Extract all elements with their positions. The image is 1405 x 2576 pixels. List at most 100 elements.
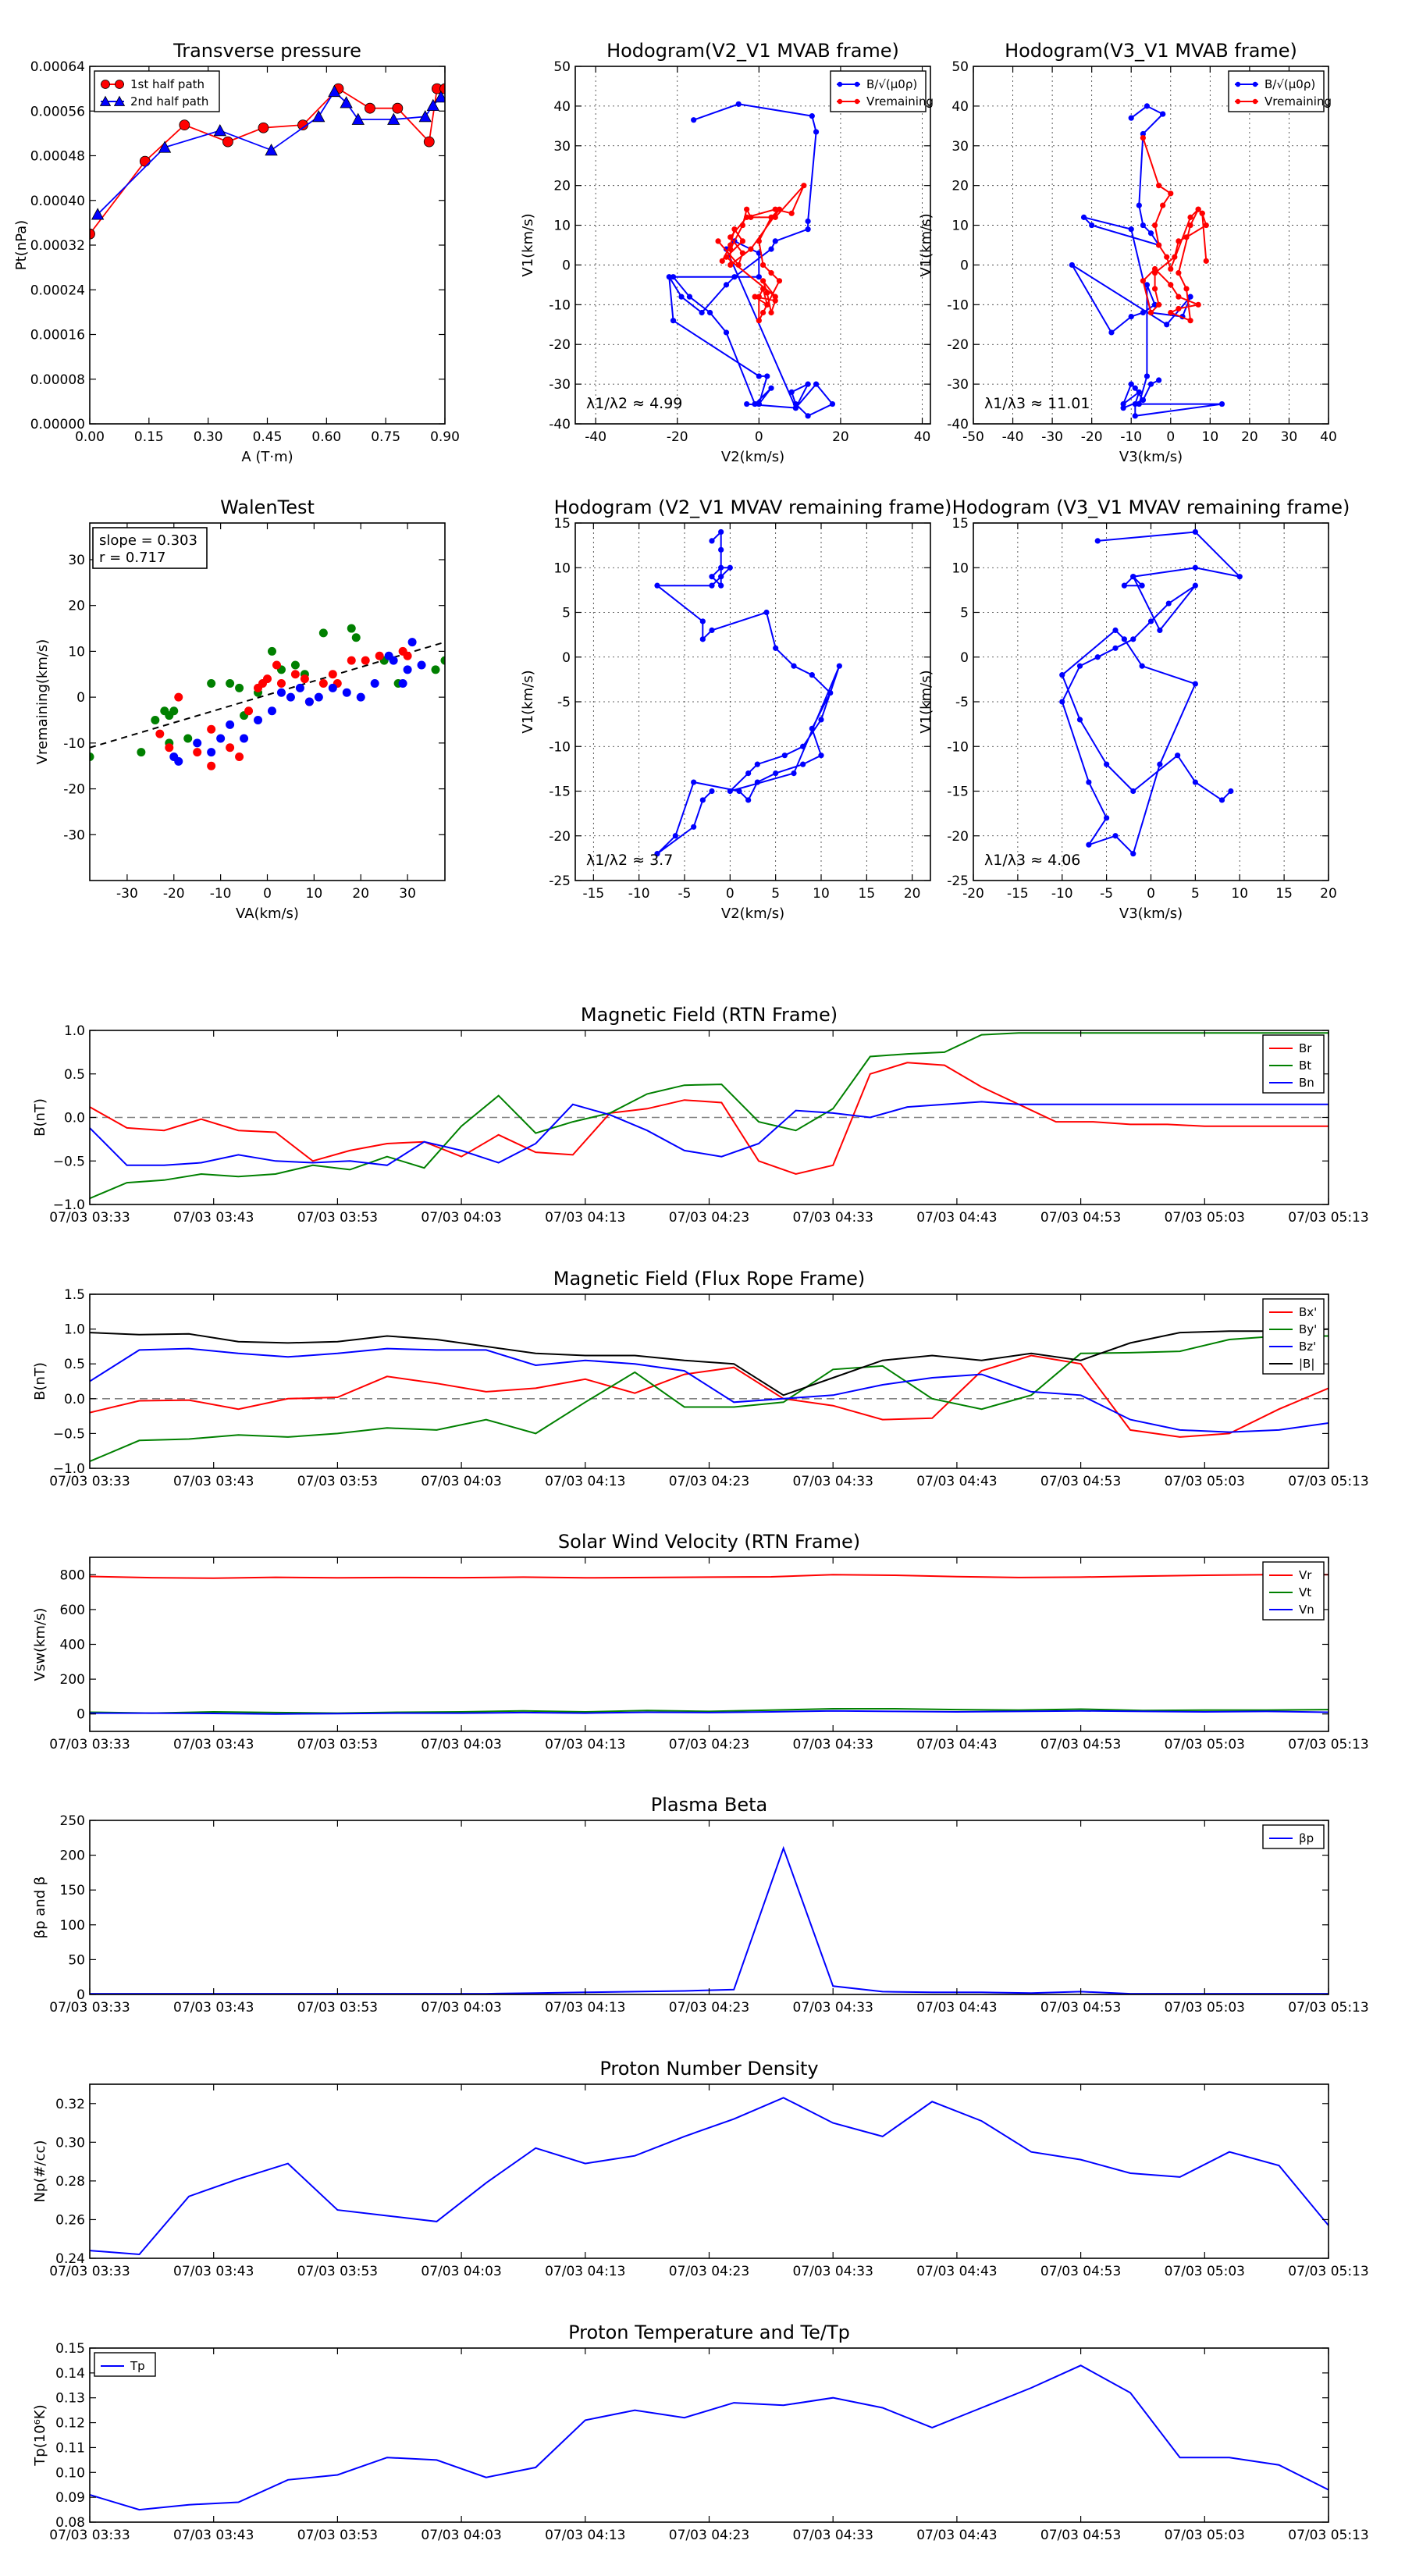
y-tick-label: -20 [549,829,571,845]
series-line [1142,137,1208,322]
data-point [1160,202,1166,208]
x-tick-label: 07/03 04:23 [669,2000,749,2016]
data-point [151,715,160,724]
y-tick-label: 0 [960,650,969,666]
data-point [1147,381,1154,387]
legend-marker [854,81,860,87]
data-point [772,294,778,300]
x-axis-label: VA(km/s) [236,906,299,922]
x-axis-label: A (T·m) [241,449,293,465]
data-point [1164,254,1170,260]
legend-label: Bn [1299,1076,1314,1090]
x-tick-label: 07/03 03:43 [173,2264,254,2279]
legend-marker [1235,81,1241,87]
plot-area [90,2364,1329,2511]
data-point [1132,385,1138,391]
y-tick-label: 20 [951,179,969,194]
data-point [1183,234,1190,240]
data-point [809,672,815,678]
x-tick-label: 07/03 05:03 [1165,2528,1245,2543]
data-point [1136,400,1142,407]
data-point [216,734,226,743]
data-point [809,113,815,119]
y-axis-label: V1(km/s) [918,213,934,276]
x-tick-label: 20 [1241,429,1258,445]
chart-tpr: 0.08 0.09 0.10 0.11 0.12 0.13 0.14 0.15 07/03 03… [32,2322,1369,2543]
data-point [1076,663,1083,669]
legend-marker [1252,81,1258,87]
data-point [183,734,193,743]
data-point [759,309,767,316]
x-tick-label: 07/03 04:53 [1040,1474,1121,1489]
x-tick-label: -15 [582,886,604,902]
data-point [764,373,770,379]
data-point [709,582,715,589]
data-point [174,692,183,702]
y-axis-label: V1(km/s) [918,670,934,733]
grid-lines [973,523,1329,881]
y-axis-label: βp and β [32,1877,48,1939]
x-tick-label: 07/03 04:43 [916,2264,997,2279]
x-tick-label: 07/03 03:33 [49,2264,130,2279]
series-green [90,624,445,761]
y-tick-label: 0.15 [55,2341,85,2357]
chart-tp: 0.000000.000080.000160.000240.000320.000… [13,40,460,465]
data-point [764,290,770,296]
chart-title: Proton Temperature and Te/Tp [568,2322,850,2343]
data-point [768,246,774,252]
data-point [226,720,235,729]
data-point [1218,400,1225,407]
legend-marker [1252,98,1258,105]
y-axis-label: Vremaining(km/s) [34,639,51,765]
x-tick-label: -20 [1081,429,1103,445]
data-point [1130,574,1136,580]
data-point [1112,627,1119,634]
data-point [235,683,244,692]
data-point [1156,183,1162,189]
x-tick-label: 07/03 04:33 [793,1737,873,1752]
y-tick-label: 0 [562,258,571,273]
data-point [772,297,778,304]
legend-label: βp [1299,1831,1314,1845]
x-tick-label: 07/03 04:43 [916,2000,997,2016]
y-tick-label: -5 [955,695,969,710]
data-point [800,761,806,767]
data-point [723,329,730,336]
data-point [300,674,309,684]
ratio-annotation: λ1/λ3 ≈ 11.01 [984,395,1090,412]
data-point [1192,582,1198,589]
data-point [745,797,752,803]
y-tick-label: 10 [553,560,571,576]
grid-lines [575,523,930,881]
y-tick-label: 30 [553,139,571,155]
x-tick-label: 07/03 03:53 [297,1737,378,1752]
y-tick-label: 0 [960,258,969,273]
data-point [276,688,286,697]
x-tick-label: 0 [263,886,272,902]
data-point [1104,815,1110,821]
x-tick-label: 07/03 03:43 [173,1210,254,1226]
data-point [244,706,254,716]
y-tick-label: 30 [951,139,969,155]
data-point [699,636,706,642]
chart-magrtn: −1.0 −0.5 0.0 0.5 1.0 07/03 03:33 07/03 03:43 0… [32,1004,1369,1226]
data-point [1168,309,1174,316]
data-point [91,208,105,220]
plot-area [654,528,842,857]
legend: Vr Vt Vn [1262,1561,1325,1621]
y-tick-label: 0.32 [55,2097,85,2112]
data-point [340,96,353,109]
legend-box [1262,1034,1325,1094]
series-2nd-half-path [91,84,445,220]
y-axis-label: B(nT) [32,1098,48,1137]
x-tick-label: 07/03 04:03 [421,1737,501,1752]
data-point [403,665,412,674]
x-tick-label: 07/03 04:03 [421,2264,501,2279]
y-tick-label: 0.5 [64,1357,85,1372]
y-tick-label: 0.5 [64,1067,85,1083]
y-tick-label: 400 [60,1638,85,1653]
y-axis-label: Tp(10⁶K) [32,2404,48,2466]
y-tick-label: 250 [60,1813,85,1829]
data-point [276,679,286,688]
legend: 1st half path 2nd half path [94,70,220,112]
